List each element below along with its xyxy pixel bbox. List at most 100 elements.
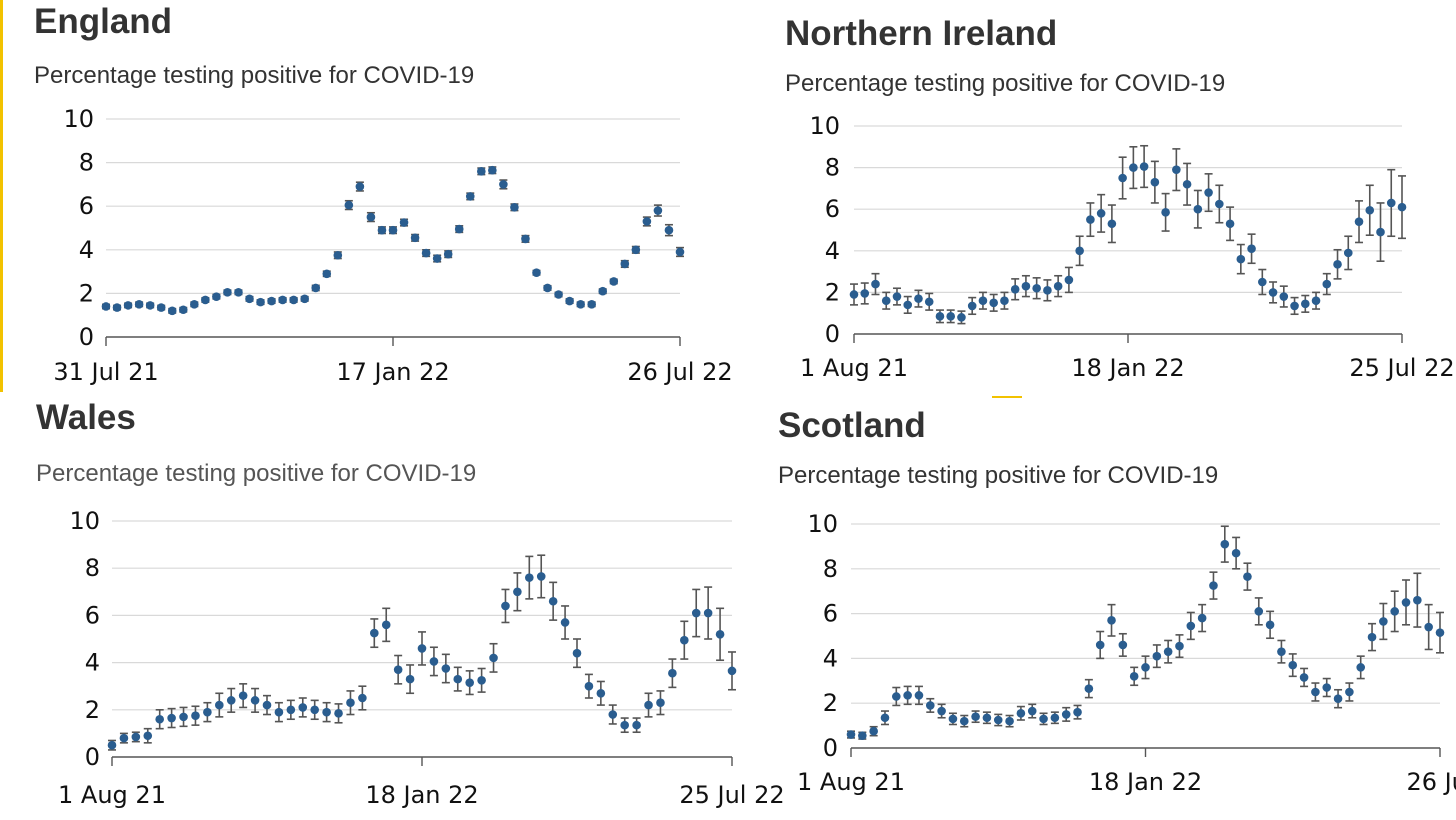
data-point [167,306,177,316]
data-point [1397,175,1407,240]
data-point [421,248,431,258]
data-marker [1175,641,1184,651]
data-point [322,269,332,279]
data-point [1333,688,1343,709]
data-point [858,731,867,740]
data-marker [572,648,582,658]
data-point [914,685,924,706]
data-marker [203,707,212,717]
y-tick-label: 8 [79,149,94,177]
data-marker [1172,165,1181,174]
data-marker [967,301,977,311]
data-point [256,297,265,307]
data-point [1118,632,1128,657]
data-marker [417,644,427,653]
data-marker [1197,613,1207,623]
data-point [179,706,188,728]
data-point [510,202,519,212]
data-marker [201,295,210,305]
data-marker [405,674,415,684]
data-marker [1343,248,1353,258]
data-point [664,223,674,237]
y-tick-label: 4 [823,644,838,672]
chart-title: Scotland [778,406,926,445]
data-point [1268,281,1278,304]
chart-title: Wales [36,398,136,437]
data-marker [935,312,945,321]
data-marker [644,700,653,710]
data-point [560,605,570,640]
data-point [554,290,563,299]
data-marker [393,665,403,674]
data-point [1061,706,1071,722]
data-marker [993,715,1003,725]
data-point [370,618,379,649]
data-point [262,694,272,716]
data-point [1354,200,1364,244]
data-point [190,300,199,309]
chart-title: Northern Ireland [785,14,1058,53]
data-marker [334,709,343,718]
data-marker [642,217,652,226]
data-point [107,739,117,751]
data-marker [1027,706,1037,716]
chart-plot: 0 2 4 6 8 10 31 Jul 21 17 Jan 22 26 Jul 22 [53,105,732,386]
data-marker [957,313,966,322]
data-point [1290,296,1299,316]
data-marker [1129,672,1139,681]
data-marker [1225,219,1235,229]
data-point [334,703,343,724]
data-point [203,701,212,723]
data-marker [1290,301,1299,311]
data-marker [145,301,155,310]
data-marker [1010,284,1020,294]
data-point [892,686,901,707]
data-point [381,607,391,643]
x-tick-label: 26 Jul [1406,768,1456,796]
y-tick-label: 0 [85,743,100,771]
data-marker [278,295,287,305]
data-point [1096,193,1106,233]
data-marker [1311,687,1320,697]
data-marker [1356,663,1366,672]
data-point [286,699,296,721]
data-marker [1107,616,1116,625]
data-marker [548,596,558,606]
data-marker [1086,215,1095,224]
data-marker [1204,188,1213,197]
data-marker [914,294,923,303]
data-point [1050,711,1060,725]
data-point [1107,204,1117,244]
data-point [644,692,653,718]
data-marker [513,587,522,597]
data-point [632,717,641,734]
data-marker [1209,581,1218,590]
data-marker [892,692,901,701]
data-marker [554,290,563,299]
data-marker [584,681,594,691]
data-point [892,287,902,306]
data-point [441,653,451,684]
data-point [143,727,153,744]
data-point [576,300,585,309]
data-marker [914,691,924,700]
data-marker [1424,622,1433,632]
data-marker [1000,296,1009,306]
data-point [454,224,464,234]
data-point [1220,525,1230,563]
data-marker [1005,716,1014,726]
data-marker [978,296,988,306]
data-point [274,701,284,723]
data-point [310,699,319,721]
data-point [1175,634,1184,659]
data-marker [167,306,177,316]
data-point [1161,192,1170,232]
data-point [1424,603,1433,651]
data-marker [322,707,331,717]
data-marker [620,720,629,730]
data-marker [465,678,474,687]
data-point [399,218,409,227]
data-point [587,300,596,309]
data-marker [1386,198,1396,208]
y-tick-label: 10 [809,112,840,140]
